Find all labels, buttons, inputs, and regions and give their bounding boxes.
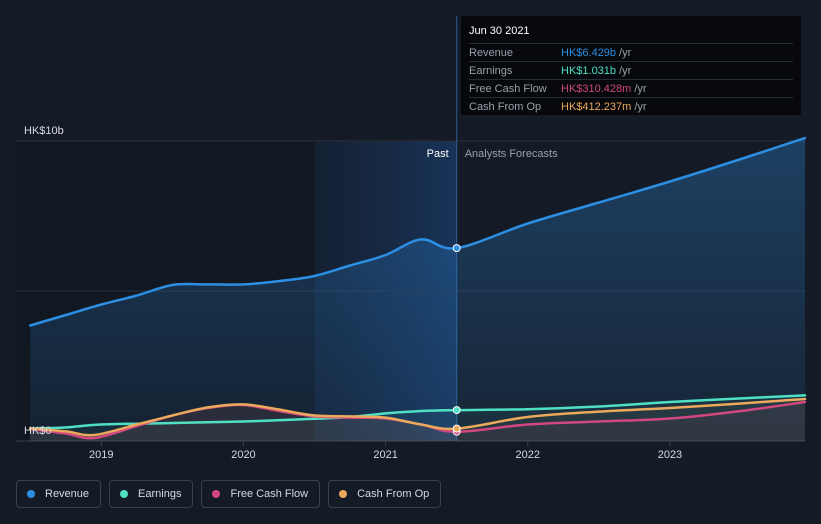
forecast-label: Analysts Forecasts	[465, 148, 558, 160]
x-tick-label: 2021	[373, 449, 397, 461]
x-tick-label: 2020	[231, 449, 255, 461]
cash-from-op-marker	[452, 424, 461, 433]
legend-label: Cash From Op	[357, 488, 430, 500]
tooltip-row-free-cash-flow: Free Cash Flow HK$310.428m /yr	[469, 79, 793, 97]
x-tick-label: 2019	[89, 449, 113, 461]
legend-dot-icon	[339, 490, 348, 498]
earnings-marker	[452, 406, 461, 415]
revenue-marker	[452, 244, 461, 253]
tooltip-date: Jun 30 2021	[469, 25, 530, 37]
tooltip: Jun 30 2021 Revenue HK$6.429b /yr Earnin…	[461, 16, 801, 115]
tooltip-unit: /yr	[619, 64, 632, 77]
tooltip-value: HK$310.428m	[561, 82, 632, 95]
tooltip-row-cash-from-op: Cash From Op HK$412.237m /yr	[469, 97, 793, 115]
legend-dot-icon	[120, 490, 129, 498]
tooltip-unit: /yr	[619, 46, 632, 59]
earnings-line	[28, 394, 807, 430]
legend-dot-icon	[212, 490, 221, 498]
tooltip-label: Free Cash Flow	[469, 82, 547, 95]
tooltip-value: HK$1.031b	[561, 64, 617, 77]
tooltip-label: Cash From Op	[469, 100, 542, 113]
legend-item-earnings[interactable]: Earnings	[109, 480, 194, 508]
tooltip-unit: /yr	[634, 100, 647, 113]
marker-layer	[452, 244, 461, 436]
legend: Revenue Earnings Free Cash Flow Cash Fro…	[16, 480, 442, 508]
tooltip-value: HK$6.429b	[561, 46, 617, 59]
revenue-area	[30, 138, 805, 441]
cash-from-op-area	[30, 399, 805, 441]
free-cash-flow-area	[30, 402, 805, 441]
tooltip-unit: /yr	[634, 82, 647, 95]
tooltip-row-revenue: Revenue HK$6.429b /yr	[469, 43, 793, 61]
tooltip-row-earnings: Earnings HK$1.031b /yr	[469, 61, 793, 79]
legend-dot-icon	[27, 490, 35, 498]
x-tick-label: 2022	[516, 449, 540, 461]
tooltip-value: HK$412.237m	[561, 100, 632, 113]
legend-label: Free Cash Flow	[230, 488, 309, 500]
line-layer	[28, 136, 807, 440]
revenue-line	[28, 136, 807, 327]
y-tick-label: HK$0	[24, 425, 52, 437]
tooltip-label: Revenue	[469, 46, 514, 59]
legend-label: Revenue	[45, 488, 90, 500]
cash-from-op-line	[28, 397, 807, 437]
legend-item-revenue[interactable]: Revenue	[16, 480, 102, 508]
legend-label: Earnings	[138, 488, 182, 500]
legend-item-free-cash-flow[interactable]: Free Cash Flow	[201, 480, 321, 508]
y-tick-label: HK$10b	[24, 125, 64, 137]
past-label: Past	[427, 148, 449, 160]
legend-item-cash-from-op[interactable]: Cash From Op	[328, 480, 442, 508]
x-tick-label: 2023	[658, 449, 682, 461]
tooltip-label: Earnings	[469, 64, 513, 77]
label-layer: HK$10b HK$0 2019 2020 2021 2022 2023 Past Analys…	[24, 125, 682, 461]
